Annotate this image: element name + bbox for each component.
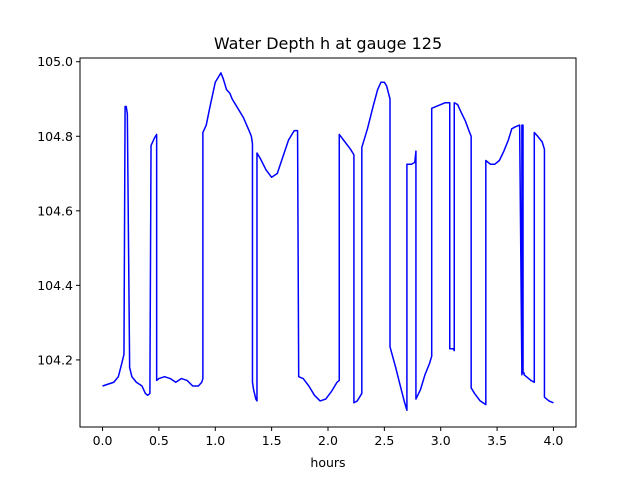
x-tick-label: 3.5 [487, 433, 507, 448]
x-axis-label: hours [310, 455, 345, 470]
y-tick-label: 104.4 [37, 278, 73, 293]
y-tick-label: 105.0 [37, 54, 73, 69]
x-tick-label: 3.0 [431, 433, 451, 448]
x-tick-label: 0.5 [149, 433, 169, 448]
x-tick-label: 4.0 [544, 433, 564, 448]
y-tick-label: 104.6 [37, 203, 73, 218]
y-tick-label: 104.2 [37, 352, 73, 367]
y-tick-label: 104.8 [37, 129, 73, 144]
x-tick-label: 1.5 [262, 433, 282, 448]
y-axis: 104.2 104.4 104.6 104.8 105.0 [37, 54, 80, 367]
series-line-water-depth [102, 72, 554, 411]
x-tick-label: 1.0 [205, 433, 225, 448]
x-tick-label: 2.5 [374, 433, 394, 448]
x-axis: 0.0 0.5 1.0 1.5 2.0 2.5 3.0 3.5 4.0 [93, 427, 564, 448]
x-tick-label: 2.0 [318, 433, 338, 448]
x-tick-label: 0.0 [93, 433, 113, 448]
chart-title: Water Depth h at gauge 125 [214, 34, 442, 53]
